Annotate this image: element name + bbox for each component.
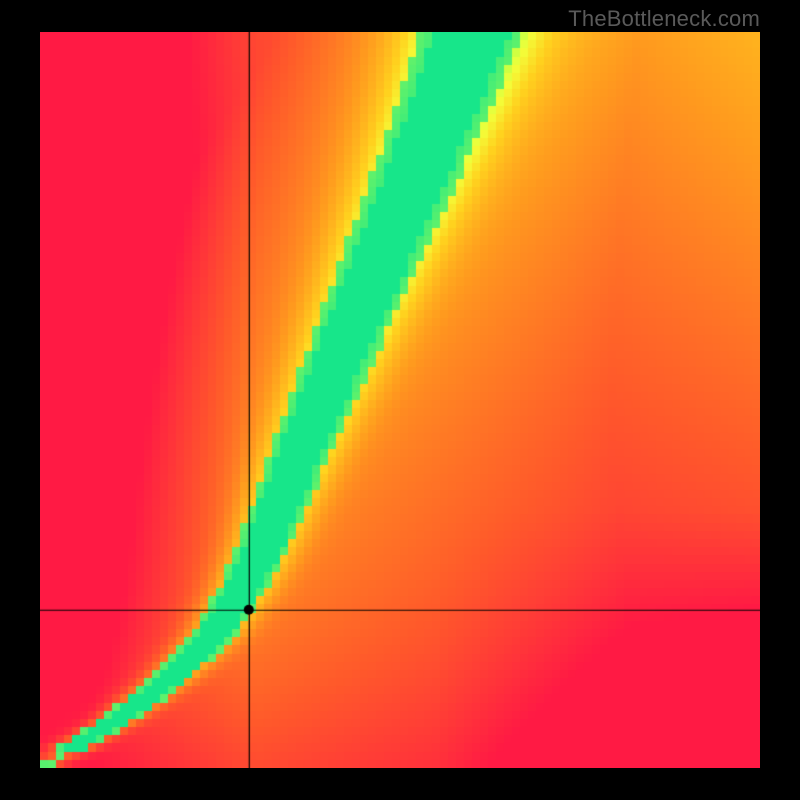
heatmap-canvas [40, 32, 760, 768]
watermark-text: TheBottleneck.com [568, 6, 760, 32]
chart-container: TheBottleneck.com [0, 0, 800, 800]
